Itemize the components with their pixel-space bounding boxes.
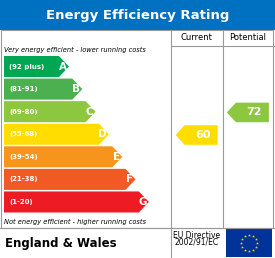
- Polygon shape: [4, 124, 109, 145]
- Text: F: F: [126, 174, 134, 184]
- Text: Not energy efficient - higher running costs: Not energy efficient - higher running co…: [4, 219, 146, 225]
- Text: (1-20): (1-20): [9, 199, 33, 205]
- Text: (81-91): (81-91): [9, 86, 38, 92]
- Text: Energy Efficiency Rating: Energy Efficiency Rating: [46, 9, 229, 21]
- Text: G: G: [138, 197, 147, 207]
- Polygon shape: [227, 103, 269, 122]
- Text: (92 plus): (92 plus): [9, 63, 44, 70]
- Text: (39-54): (39-54): [9, 154, 38, 160]
- Text: (69-80): (69-80): [9, 109, 37, 115]
- Text: Potential: Potential: [229, 34, 266, 43]
- Polygon shape: [176, 125, 218, 145]
- Text: 72: 72: [246, 107, 262, 117]
- Bar: [0, 0, 275, 30]
- Text: 60: 60: [195, 130, 211, 140]
- Text: E: E: [113, 152, 120, 162]
- Text: EU Directive: EU Directive: [173, 231, 220, 240]
- Bar: [226, 229, 272, 257]
- Polygon shape: [4, 101, 96, 122]
- Text: Very energy efficient - lower running costs: Very energy efficient - lower running co…: [4, 47, 146, 53]
- Polygon shape: [4, 146, 122, 167]
- Text: 2002/91/EC: 2002/91/EC: [175, 237, 219, 246]
- Text: D: D: [98, 129, 107, 139]
- Polygon shape: [4, 79, 82, 100]
- Bar: [1, 30, 273, 228]
- Text: C: C: [86, 107, 94, 117]
- Text: England & Wales: England & Wales: [5, 237, 117, 249]
- Polygon shape: [4, 56, 69, 77]
- Text: (21-38): (21-38): [9, 176, 37, 182]
- Text: A: A: [59, 62, 67, 71]
- Polygon shape: [4, 191, 149, 213]
- Text: (55-68): (55-68): [9, 131, 37, 137]
- Text: Current: Current: [181, 34, 213, 43]
- Text: B: B: [72, 84, 80, 94]
- Polygon shape: [4, 169, 136, 190]
